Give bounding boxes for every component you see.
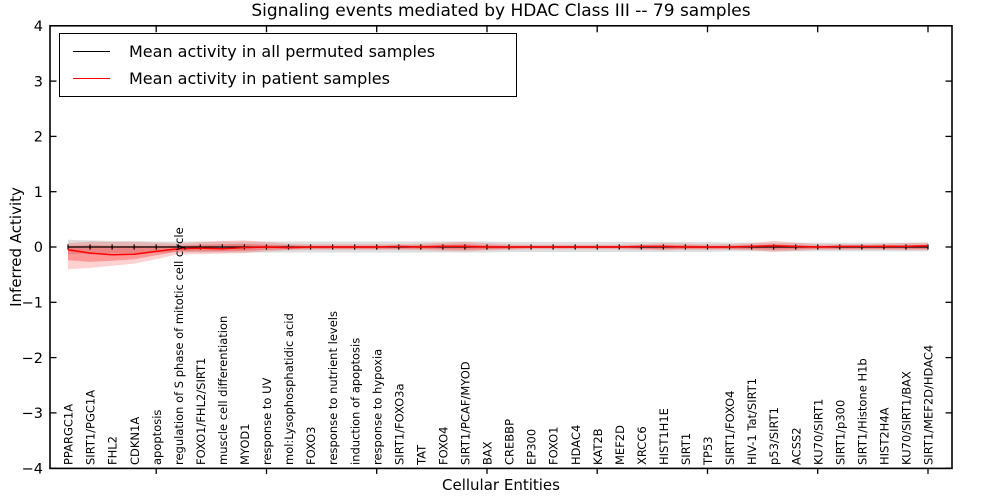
x-tick-label: SIRT1/MEF2D/HDAC4 xyxy=(922,345,936,465)
y-tick-label: −4 xyxy=(22,461,43,477)
x-tick-label: HIST2H4A xyxy=(878,407,892,465)
x-tick-label: SIRT1/FOXO3a xyxy=(392,383,406,465)
x-tick-label: SIRT1/Histone H1b xyxy=(855,358,869,465)
x-tick-label: FOXO3 xyxy=(304,427,318,465)
y-tick-label: 4 xyxy=(34,19,43,35)
x-tick-label: FOXO4 xyxy=(437,427,451,465)
x-tick-label: SIRT1/PCAF/MYOD xyxy=(459,361,473,465)
y-tick-label: −3 xyxy=(22,406,43,422)
legend-line-patient xyxy=(73,78,110,80)
x-tick-label: ACSS2 xyxy=(789,427,803,465)
patient-confidence-band-inner xyxy=(68,243,928,262)
x-tick-label: HIV-1 Tat/SIRT1 xyxy=(745,378,759,465)
x-tick-label: TP53 xyxy=(701,436,715,466)
y-tick-label: 0 xyxy=(34,240,43,256)
y-tick-label: 1 xyxy=(34,185,43,201)
x-tick-label: induction of apoptosis xyxy=(348,338,362,465)
y-tick-label: −2 xyxy=(22,351,43,367)
x-tick-label: muscle cell differentiation xyxy=(216,316,230,465)
x-tick-label: MYOD1 xyxy=(238,423,252,465)
x-tick-label: mol:Lysophosphatidic acid xyxy=(282,313,296,465)
x-tick-label: FOXO1/FHL2/SIRT1 xyxy=(194,358,208,465)
legend-line-permuted xyxy=(73,50,110,52)
legend-item-permuted: Mean activity in all permuted samples xyxy=(73,38,516,65)
x-tick-label: response to nutrient levels xyxy=(326,311,340,465)
x-tick-label: KU70/SIRT1/BAX xyxy=(900,371,914,465)
x-tick-label: HDAC4 xyxy=(569,425,583,465)
x-tick-label: response to hypoxia xyxy=(370,349,384,465)
patient-mean-line xyxy=(67,245,929,256)
y-tick-label: −1 xyxy=(22,296,43,312)
x-tick-label: response to UV xyxy=(260,377,274,465)
x-tick-label: BAX xyxy=(481,441,495,465)
x-tick-label: EP300 xyxy=(525,429,539,465)
x-tick-label: MEF2D xyxy=(613,425,627,465)
patient-confidence-band-outer xyxy=(68,240,928,270)
x-tick-label: p53/SIRT1 xyxy=(767,407,781,465)
x-tick-label: SIRT1/p300 xyxy=(833,400,847,465)
y-tick-label: 3 xyxy=(34,74,43,90)
x-tick-label: SIRT1/PGC1A xyxy=(84,390,98,465)
x-tick-label: apoptosis xyxy=(150,410,164,465)
chart-title: Signaling events mediated by HDAC Class … xyxy=(251,1,751,21)
x-tick-label: PPARGC1A xyxy=(62,404,76,465)
x-tick-label: TAT xyxy=(414,444,428,466)
legend-label-permuted: Mean activity in all permuted samples xyxy=(129,41,436,61)
x-tick-label: SIRT1 xyxy=(679,433,693,465)
x-tick-label: HIST1H1E xyxy=(657,408,671,465)
x-tick-label: CREBBP xyxy=(503,419,517,465)
y-tick-label: 2 xyxy=(34,130,43,146)
legend-label-patient: Mean activity in patient samples xyxy=(129,69,390,89)
legend: Mean activity in all permuted samples Me… xyxy=(59,33,517,97)
x-tick-label: regulation of S phase of mitotic cell cy… xyxy=(172,227,186,465)
x-axis-label: Cellular Entities xyxy=(442,476,560,494)
x-tick-label: KAT2B xyxy=(591,428,605,465)
x-tick-label: KU70/SIRT1 xyxy=(811,399,825,465)
x-tick-label: FOXO1 xyxy=(547,427,561,465)
legend-item-patient: Mean activity in patient samples xyxy=(73,65,516,92)
y-axis-label: Inferred Activity xyxy=(7,187,25,307)
x-tick-label: CDKN1A xyxy=(128,417,142,465)
x-tick-label: XRCC6 xyxy=(635,426,649,465)
x-tick-label: SIRT1/FOXO4 xyxy=(723,390,737,465)
x-tick-label: FHL2 xyxy=(106,436,120,465)
